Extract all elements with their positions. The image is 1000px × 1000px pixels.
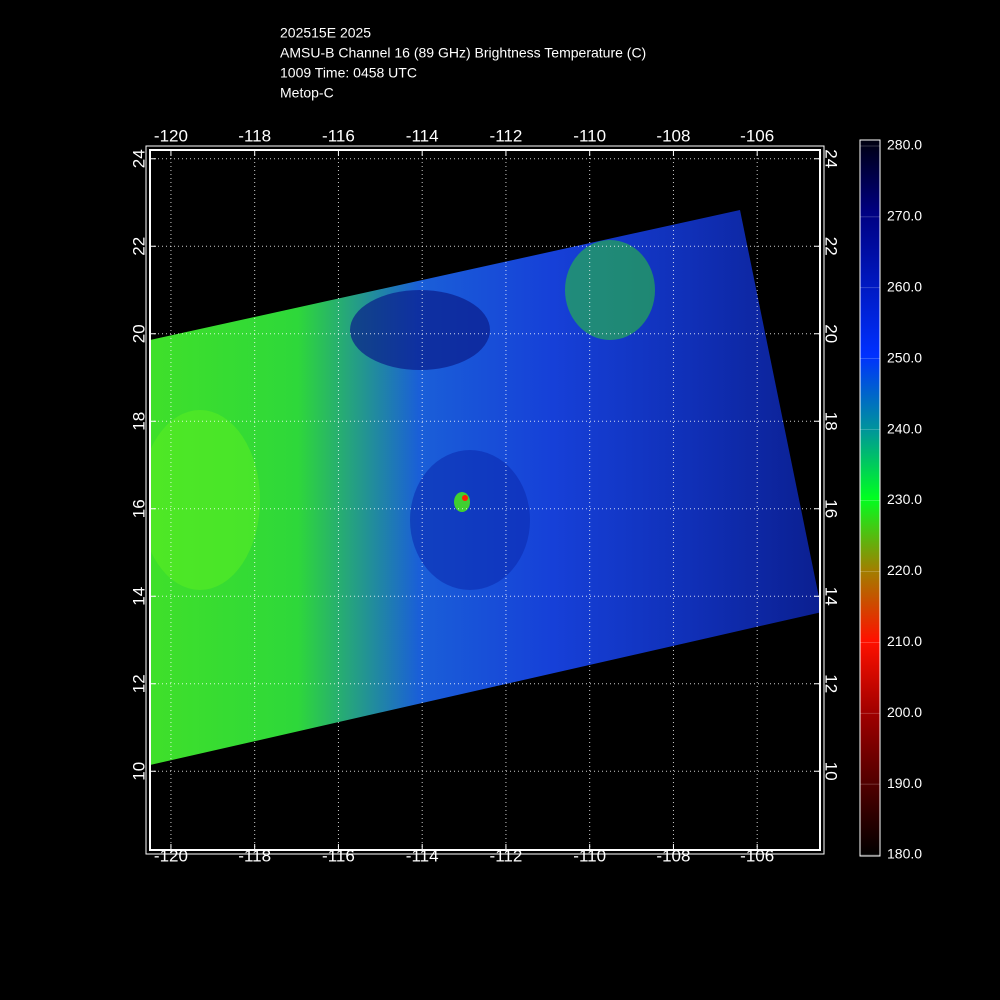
y-tick-label: 14 <box>129 587 148 606</box>
colorbar-label: 240.0 <box>887 420 922 436</box>
cloud-feature <box>410 450 530 590</box>
x-tick-label: -120 <box>154 126 188 145</box>
cloud-feature <box>350 290 490 370</box>
x-tick-label: -114 <box>406 126 439 145</box>
y-tick-label: 24 <box>822 149 841 168</box>
x-tick-label: -110 <box>573 846 606 865</box>
y-tick-label: 14 <box>822 587 841 606</box>
colorbar-label: 230.0 <box>887 491 922 507</box>
cloud-feature <box>462 495 468 501</box>
y-tick-label: 18 <box>129 412 148 431</box>
x-tick-label: -112 <box>490 846 523 865</box>
colorbar-label: 200.0 <box>887 704 922 720</box>
cloud-feature <box>565 240 655 340</box>
x-tick-label: -114 <box>406 846 439 865</box>
colorbar-label: 180.0 <box>887 846 922 862</box>
title-line: 202515E 2025 <box>280 25 371 41</box>
x-tick-label: -108 <box>656 846 690 865</box>
y-tick-label: 10 <box>822 762 841 781</box>
x-tick-label: -106 <box>740 846 774 865</box>
y-tick-label: 18 <box>822 412 841 431</box>
cloud-feature <box>150 410 260 590</box>
x-tick-label: -120 <box>154 846 188 865</box>
colorbar-label: 260.0 <box>887 279 922 295</box>
x-tick-label: -108 <box>656 126 690 145</box>
colorbar-label: 280.0 <box>887 137 922 153</box>
y-tick-label: 20 <box>129 324 148 343</box>
x-tick-label: -118 <box>238 126 271 145</box>
y-tick-label: 22 <box>822 237 841 256</box>
y-tick-label: 22 <box>129 237 148 256</box>
satellite-swath <box>150 210 820 765</box>
y-tick-label: 12 <box>129 674 148 693</box>
x-tick-label: -106 <box>740 126 774 145</box>
x-tick-label: -118 <box>238 846 271 865</box>
y-tick-label: 16 <box>129 499 148 518</box>
header: 202515E 2025 AMSU-B Channel 16 (89 GHz) … <box>280 25 646 101</box>
title-line: Metop-C <box>280 85 334 101</box>
map-frame <box>149 149 821 851</box>
y-tick-label: 12 <box>822 674 841 693</box>
title-line: AMSU-B Channel 16 (89 GHz) Brightness Te… <box>280 45 646 61</box>
x-tick-label: -112 <box>490 126 523 145</box>
colorbar-label: 270.0 <box>887 208 922 224</box>
x-tick-label: -116 <box>322 846 355 865</box>
title-line: 1009 Time: 0458 UTC <box>280 65 417 81</box>
colorbar <box>859 139 881 857</box>
y-tick-label: 24 <box>129 149 148 168</box>
colorbar-label: 210.0 <box>887 633 922 649</box>
colorbar-label: 250.0 <box>887 349 922 365</box>
y-tick-label: 20 <box>822 324 841 343</box>
x-tick-label: -116 <box>322 126 355 145</box>
x-tick-label: -110 <box>573 126 606 145</box>
colorbar-label: 190.0 <box>887 775 922 791</box>
colorbar-label: 220.0 <box>887 562 922 578</box>
map-frame-outer <box>145 145 825 855</box>
y-tick-label: 10 <box>129 762 148 781</box>
y-tick-label: 16 <box>822 499 841 518</box>
